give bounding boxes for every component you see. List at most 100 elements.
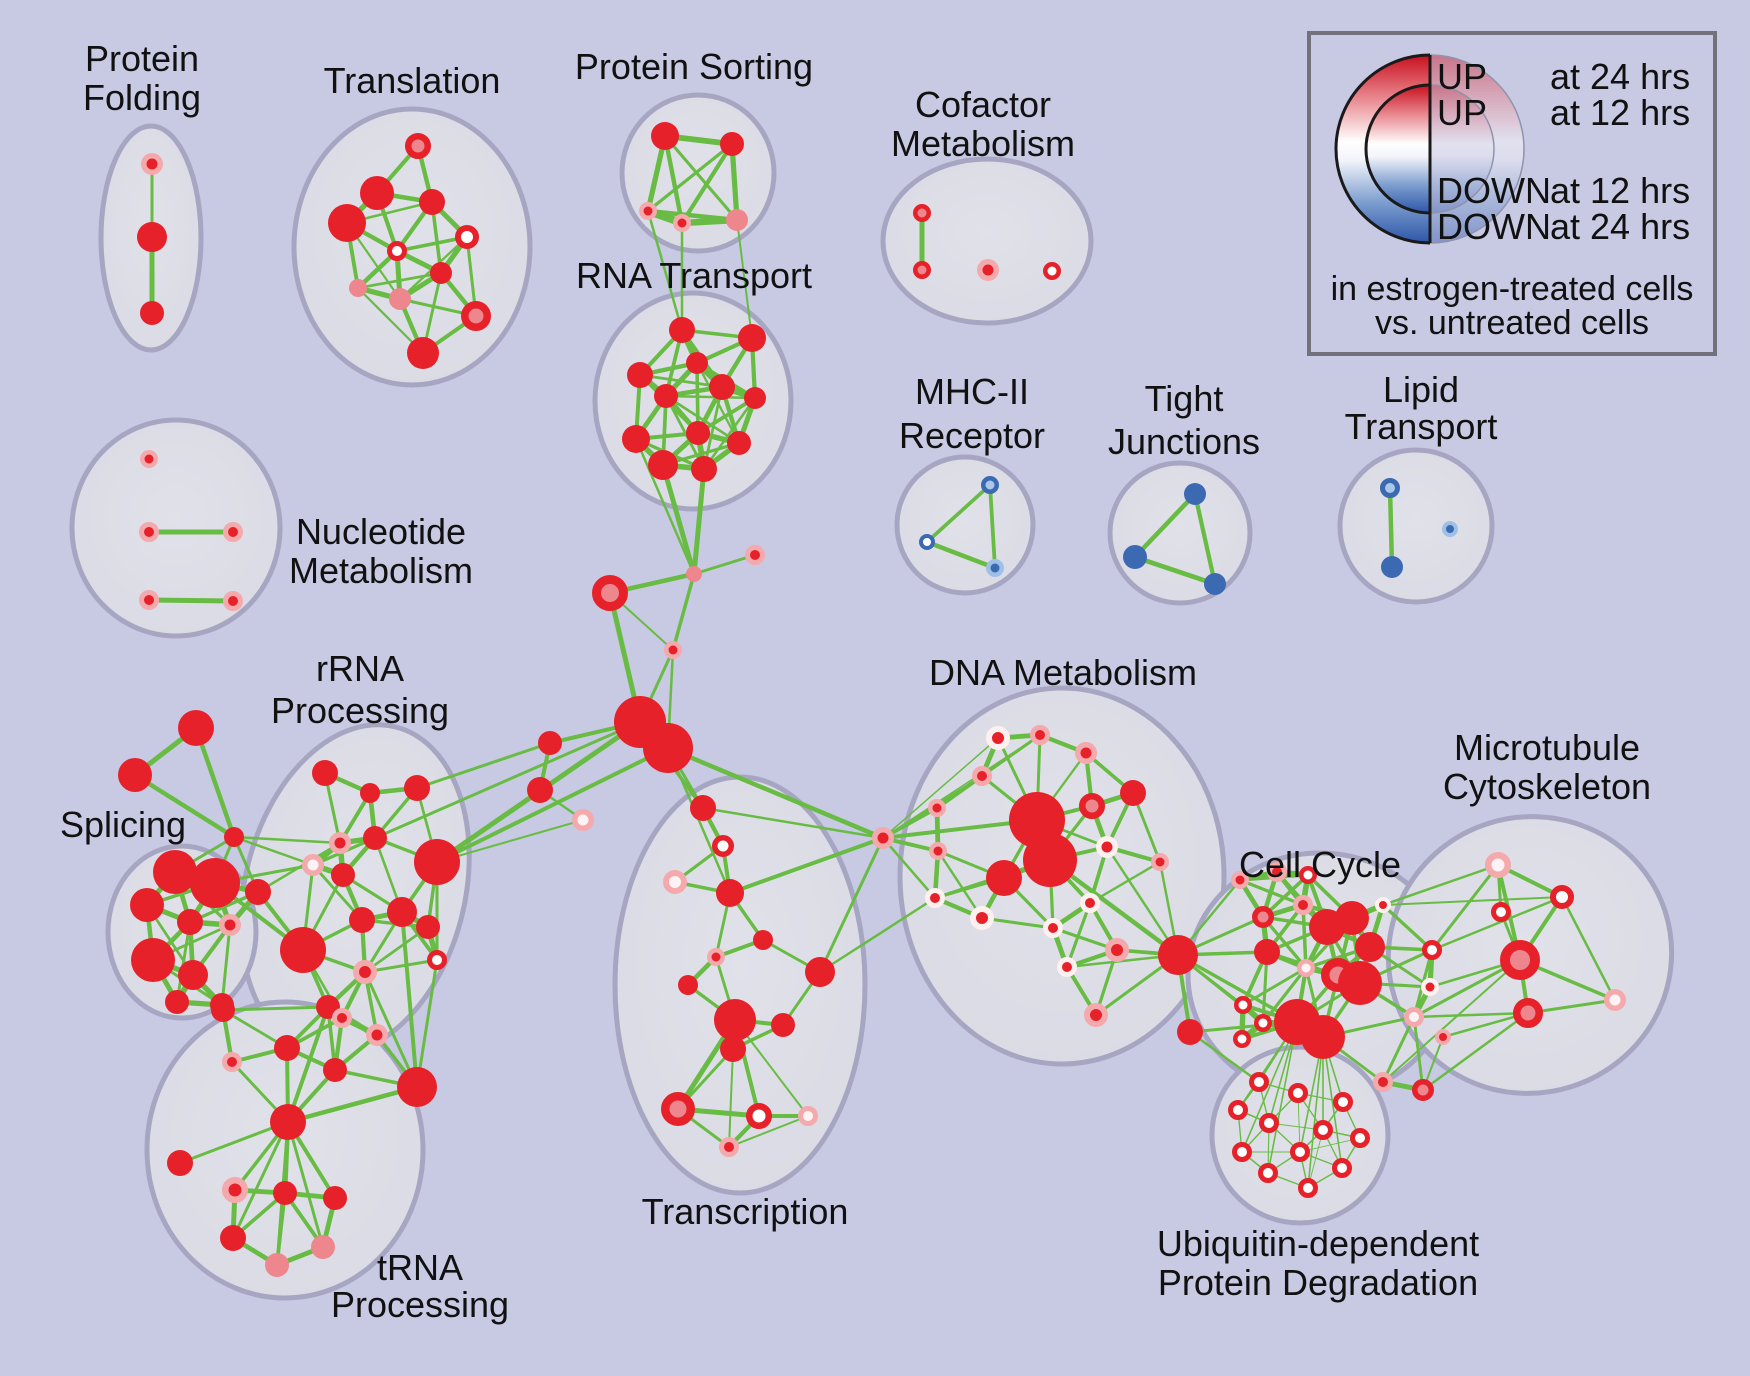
network-edge: [728, 1115, 809, 1148]
network-edge: [1192, 491, 1218, 587]
network-node: [387, 897, 417, 927]
legend-direction-label: UP: [1437, 56, 1487, 97]
network-node: [1485, 852, 1511, 878]
network-node: [970, 906, 994, 930]
network-edge: [701, 806, 885, 840]
network-node: [1355, 932, 1385, 962]
network-node: [538, 731, 562, 755]
network-node: [323, 1186, 347, 1210]
network-node: [331, 863, 355, 887]
network-node: [153, 850, 197, 894]
cluster-label-dna-metabolism: DNA Metabolism: [929, 652, 1197, 693]
network-edge: [178, 1120, 290, 1165]
network-node: [981, 476, 999, 494]
network-node: [165, 990, 189, 1014]
network-edge: [1430, 895, 1564, 952]
network-node: [1023, 833, 1077, 887]
network-edge: [1307, 1036, 1324, 1189]
network-node: [414, 839, 460, 885]
network-node: [986, 726, 1010, 750]
network-node: [1258, 1163, 1278, 1183]
network-edge: [936, 849, 984, 920]
network-node: [461, 301, 491, 331]
network-edge: [286, 1120, 325, 1249]
network-node: [643, 723, 693, 773]
network-node: [1184, 483, 1206, 505]
network-node: [744, 387, 766, 409]
cluster-label-translation: Translation: [324, 60, 501, 101]
network-node: [360, 783, 380, 803]
network-node: [1338, 961, 1382, 1005]
network-edge: [356, 271, 443, 290]
network-node: [360, 176, 394, 210]
network-edge: [679, 141, 735, 226]
network-node: [928, 799, 946, 817]
network-node: [177, 909, 203, 935]
network-node: [363, 826, 387, 850]
network-edge: [363, 958, 439, 974]
cluster-label-rrna-processing: rRNA Processing: [271, 648, 449, 731]
network-node: [280, 927, 326, 973]
network-node: [1301, 1015, 1345, 1059]
network-node: [929, 842, 947, 860]
cluster-label-ubiquitin-degradation: Ubiquitin-dependent Protein Degradation: [1157, 1223, 1479, 1303]
network-node: [130, 888, 164, 922]
network-node: [753, 930, 773, 950]
network-node: [872, 827, 894, 849]
network-node: [919, 534, 935, 550]
network-node: [913, 261, 931, 279]
network-node: [416, 915, 440, 939]
network-node: [1267, 862, 1287, 882]
network-node: [224, 827, 244, 847]
cluster-label-protein-folding: Protein Folding: [83, 38, 201, 118]
network-edge: [1267, 1021, 1298, 1174]
cluster-label-nucleotide-metabolism: Nucleotide Metabolism: [289, 511, 473, 591]
network-edge: [232, 835, 342, 845]
network-node: [223, 591, 243, 611]
network-node: [771, 1013, 795, 1037]
network-edge: [1412, 958, 1522, 1019]
network-node: [1233, 1030, 1251, 1048]
cluster-label-lipid-transport: Lipid Transport: [1345, 369, 1498, 447]
network-node: [1491, 902, 1511, 922]
network-edge: [691, 466, 707, 577]
legend-box: [1307, 31, 1717, 356]
network-node: [1500, 940, 1540, 980]
legend-direction-label: DOWN: [1437, 206, 1551, 247]
cluster-label-transcription: Transcription: [642, 1191, 849, 1232]
network-node: [805, 957, 835, 987]
network-node: [661, 1092, 695, 1126]
network-edge: [702, 396, 757, 471]
network-node: [622, 425, 650, 453]
network-node: [986, 559, 1004, 577]
network-node: [349, 907, 375, 933]
network-node: [273, 1181, 297, 1205]
network-node: [746, 1103, 772, 1129]
network-edge: [1382, 959, 1521, 1083]
network-edge: [231, 1120, 290, 1240]
network-node: [137, 222, 167, 252]
network-edge: [415, 741, 552, 790]
network-node: [527, 777, 553, 803]
network-edge: [1241, 1021, 1298, 1153]
network-node: [118, 758, 152, 792]
cluster-ellipse-mhc-ii-receptor: [894, 454, 1036, 596]
network-node: [1080, 893, 1100, 913]
network-edge: [1238, 878, 1305, 907]
network-edge: [1188, 1030, 1261, 1084]
legend-time-label: at 12 hrs: [1550, 170, 1690, 211]
network-node: [190, 858, 240, 908]
network-node: [1075, 742, 1097, 764]
legend-direction-label: UP: [1437, 92, 1487, 133]
network-node: [720, 132, 744, 156]
network-node: [1204, 573, 1226, 595]
network-node: [727, 431, 751, 455]
network-edge: [692, 553, 757, 576]
network-edge: [221, 1005, 330, 1012]
network-node: [349, 279, 367, 297]
cluster-ellipse-transcription: [612, 774, 868, 1196]
network-edge: [146, 597, 236, 604]
network-node: [1120, 780, 1146, 806]
network-edge: [1412, 1011, 1530, 1019]
